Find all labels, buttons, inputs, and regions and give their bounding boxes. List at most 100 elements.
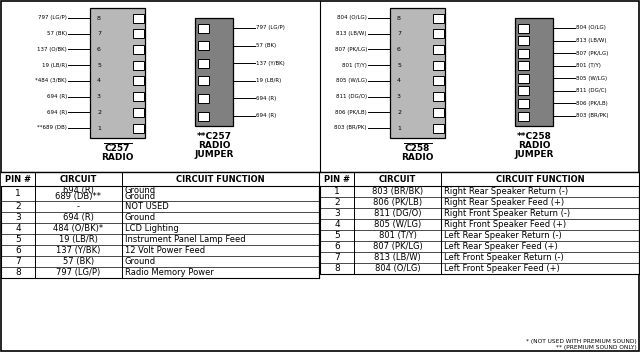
Text: 801 (T/Y): 801 (T/Y) (342, 63, 367, 68)
Text: 19 (LB/R): 19 (LB/R) (42, 63, 67, 68)
Text: 801 (T/Y): 801 (T/Y) (379, 231, 417, 240)
Bar (320, 172, 639, 274)
Text: 7: 7 (97, 31, 101, 36)
Text: 5: 5 (15, 235, 21, 244)
Text: 804 (O/LG): 804 (O/LG) (337, 15, 367, 20)
Text: 19 (LB/R): 19 (LB/R) (256, 78, 281, 83)
Text: 8: 8 (334, 264, 340, 273)
Text: 813 (LB/W): 813 (LB/W) (374, 253, 421, 262)
Text: 57 (BK): 57 (BK) (256, 43, 276, 48)
Text: *484 (3/BK): *484 (3/BK) (35, 78, 67, 83)
Bar (90, 8, 145, 138)
Bar (198, 59, 209, 68)
Bar (198, 41, 209, 50)
Text: 811 (DG/O): 811 (DG/O) (336, 94, 367, 99)
Bar (518, 112, 529, 120)
Text: Ground: Ground (125, 257, 156, 266)
Bar (198, 76, 209, 85)
Text: 807 (PK/LG): 807 (PK/LG) (372, 242, 422, 251)
Text: 806 (PK/LB): 806 (PK/LB) (576, 101, 608, 106)
Text: 804 (O/LG): 804 (O/LG) (576, 25, 606, 31)
Bar (515, 18, 553, 126)
Text: 8: 8 (15, 268, 21, 277)
Text: 811 (DG/C): 811 (DG/C) (576, 88, 607, 93)
Text: Left Front Speaker Feed (+): Left Front Speaker Feed (+) (444, 264, 559, 273)
Text: Radio Memory Power: Radio Memory Power (125, 268, 213, 277)
Text: 5: 5 (334, 231, 340, 240)
Text: C258: C258 (405, 144, 430, 153)
Text: 813 (LB/W): 813 (LB/W) (337, 31, 367, 36)
Text: CIRCUIT: CIRCUIT (379, 175, 416, 183)
Text: -: - (77, 202, 80, 211)
Bar (518, 36, 529, 45)
Bar (390, 8, 445, 138)
Text: 484 (O/BK)*: 484 (O/BK)* (53, 224, 103, 233)
Text: 19 (LB/R): 19 (LB/R) (59, 235, 98, 244)
Text: 6: 6 (15, 246, 21, 255)
Text: Right Front Speaker Feed (+): Right Front Speaker Feed (+) (444, 220, 566, 229)
Text: 1: 1 (397, 126, 401, 131)
Bar (198, 24, 209, 32)
Text: 3: 3 (334, 209, 340, 218)
Text: 803 (BR/PK): 803 (BR/PK) (335, 126, 367, 131)
Text: Left Front Speaker Return (-): Left Front Speaker Return (-) (444, 253, 564, 262)
Text: Right Front Speaker Return (-): Right Front Speaker Return (-) (444, 209, 570, 218)
Text: **C258: **C258 (516, 132, 552, 141)
Bar (518, 74, 529, 83)
Text: CIRCUIT: CIRCUIT (60, 175, 97, 183)
Text: 137 (Y/BK): 137 (Y/BK) (256, 61, 285, 66)
Text: 1: 1 (334, 187, 340, 196)
Bar (518, 61, 529, 70)
Text: 797 (LG/P): 797 (LG/P) (38, 15, 67, 20)
Text: Right Rear Speaker Feed (+): Right Rear Speaker Feed (+) (444, 198, 564, 207)
Bar (133, 29, 144, 38)
Text: 7: 7 (15, 257, 21, 266)
Bar (433, 76, 444, 85)
Text: RADIO: RADIO (518, 141, 550, 150)
Bar (433, 124, 444, 132)
Bar (433, 92, 444, 101)
Text: 7: 7 (334, 253, 340, 262)
Text: 3: 3 (15, 213, 21, 222)
Bar (1, 172, 319, 186)
Text: 805 (W/LG): 805 (W/LG) (374, 220, 421, 229)
Text: **689 (DB): **689 (DB) (37, 126, 67, 131)
Text: 57 (BK): 57 (BK) (63, 257, 94, 266)
Text: 694 (R): 694 (R) (256, 113, 276, 119)
Text: 803 (BR/BK): 803 (BR/BK) (372, 187, 423, 196)
Text: 805 (W/LG): 805 (W/LG) (336, 78, 367, 83)
Text: Ground: Ground (125, 213, 156, 222)
Text: * (NOT USED WITH PREMIUM SOUND): * (NOT USED WITH PREMIUM SOUND) (526, 339, 637, 344)
Bar (320, 172, 639, 186)
Text: 2: 2 (397, 110, 401, 115)
Bar (133, 61, 144, 70)
Text: PIN #: PIN # (324, 175, 350, 183)
Text: RADIO: RADIO (198, 141, 230, 150)
Text: 807 (PK/LG): 807 (PK/LG) (335, 47, 367, 52)
Text: Ground: Ground (125, 192, 156, 201)
Text: 5: 5 (397, 63, 401, 68)
Text: ** (PREMIUM SOUND ONLY): ** (PREMIUM SOUND ONLY) (556, 346, 637, 351)
Text: Ground: Ground (125, 186, 156, 195)
Text: NOT USED: NOT USED (125, 202, 168, 211)
Bar (518, 49, 529, 58)
Text: 6: 6 (334, 242, 340, 251)
Text: 6: 6 (397, 47, 401, 52)
Text: LCD Lighting: LCD Lighting (125, 224, 179, 233)
Text: JUMPER: JUMPER (515, 150, 554, 159)
Text: 803 (BR/PK): 803 (BR/PK) (576, 113, 609, 119)
Text: 57 (BK): 57 (BK) (47, 31, 67, 36)
Text: 2: 2 (15, 202, 21, 211)
Text: JUMPER: JUMPER (195, 150, 234, 159)
Text: 689 (DB)**: 689 (DB)** (55, 192, 101, 201)
Text: Right Rear Speaker Return (-): Right Rear Speaker Return (-) (444, 187, 568, 196)
Text: 137 (Y/BK): 137 (Y/BK) (56, 246, 100, 255)
Bar (133, 92, 144, 101)
Text: 8: 8 (97, 15, 101, 20)
Text: 801 (T/Y): 801 (T/Y) (576, 63, 601, 68)
Text: 797 (LG/P): 797 (LG/P) (56, 268, 100, 277)
Text: Left Rear Speaker Feed (+): Left Rear Speaker Feed (+) (444, 242, 557, 251)
Text: 8: 8 (397, 15, 401, 20)
Bar (133, 108, 144, 117)
Bar (518, 86, 529, 95)
